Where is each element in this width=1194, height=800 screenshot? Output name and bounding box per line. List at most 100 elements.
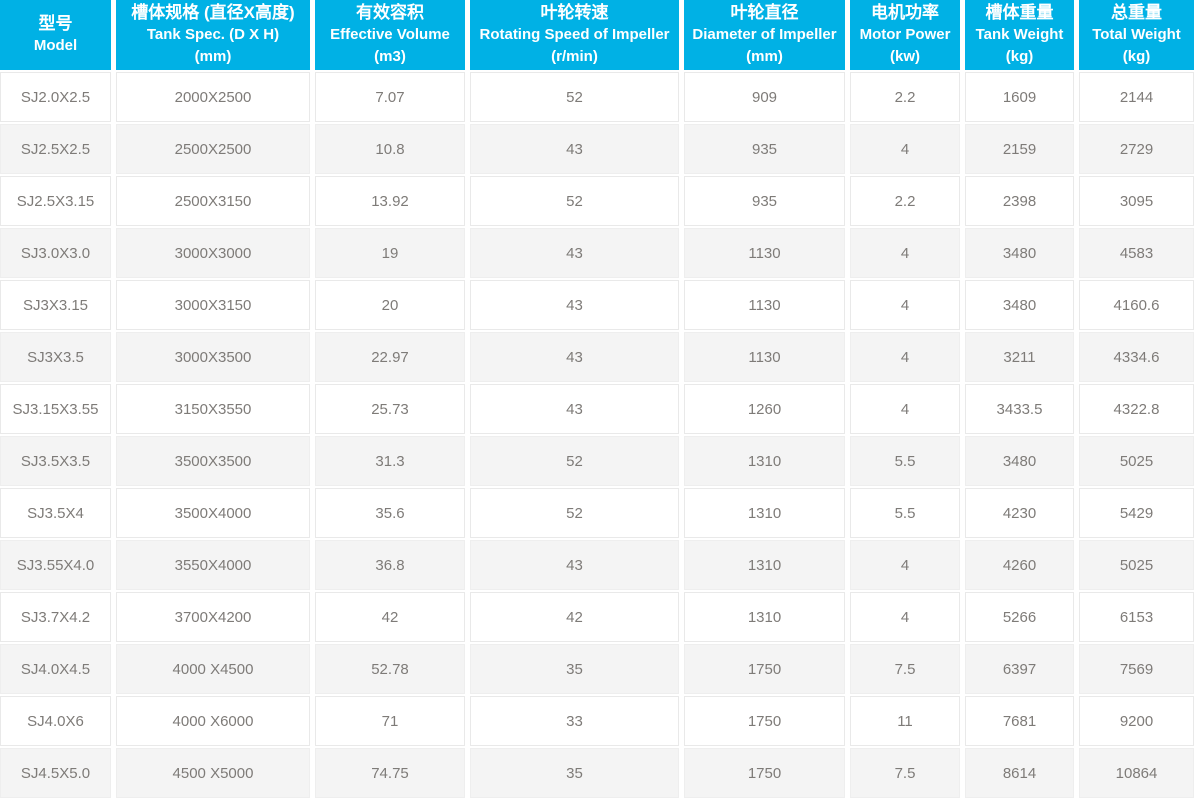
cell-rotating-speed: 43: [470, 228, 679, 278]
cell-impeller-diameter: 1750: [684, 696, 845, 746]
column-header-total-weight: 总重量 Total Weight (kg): [1079, 0, 1194, 70]
column-header-unit: (kg): [1005, 48, 1034, 65]
cell-rotating-speed: 42: [470, 592, 679, 642]
cell-total-weight: 9200: [1079, 696, 1194, 746]
cell-model: SJ2.5X3.15: [0, 176, 111, 226]
cell-total-weight: 4583: [1079, 228, 1194, 278]
column-header-zh: 总重量: [1111, 3, 1162, 22]
table-row: SJ2.0X2.5 2000X2500 7.07 52 909 2.2 1609 2144: [0, 72, 1194, 122]
cell-impeller-diameter: 1310: [684, 540, 845, 590]
cell-total-weight: 6153: [1079, 592, 1194, 642]
cell-effective-volume: 19: [315, 228, 465, 278]
cell-tank-weight: 3480: [965, 228, 1074, 278]
table-row: SJ3.7X4.2 3700X4200 42 42 1310 4 5266 6153: [0, 592, 1194, 642]
column-header-unit: (m3): [374, 48, 406, 65]
column-header-motor-power: 电机功率 Motor Power (kw): [850, 0, 960, 70]
cell-tank-spec: 3700X4200: [116, 592, 310, 642]
cell-impeller-diameter: 1310: [684, 488, 845, 538]
cell-tank-weight: 2159: [965, 124, 1074, 174]
table-row: SJ3X3.5 3000X3500 22.97 43 1130 4 3211 4334.6: [0, 332, 1194, 382]
cell-effective-volume: 36.8: [315, 540, 465, 590]
cell-impeller-diameter: 1130: [684, 280, 845, 330]
cell-total-weight: 4322.8: [1079, 384, 1194, 434]
cell-motor-power: 2.2: [850, 176, 960, 226]
table-row: SJ4.0X6 4000 X6000 71 33 1750 11 7681 9200: [0, 696, 1194, 746]
cell-motor-power: 4: [850, 592, 960, 642]
table-row: SJ2.5X2.5 2500X2500 10.8 43 935 4 2159 2729: [0, 124, 1194, 174]
column-header-tank-weight: 槽体重量 Tank Weight (kg): [965, 0, 1074, 70]
column-header-en: Motor Power: [859, 26, 951, 43]
cell-model: SJ3.7X4.2: [0, 592, 111, 642]
column-header-model: 型号 Model: [0, 0, 111, 70]
cell-model: SJ2.5X2.5: [0, 124, 111, 174]
cell-tank-weight: 3480: [965, 436, 1074, 486]
cell-motor-power: 5.5: [850, 488, 960, 538]
cell-tank-weight: 4230: [965, 488, 1074, 538]
cell-effective-volume: 74.75: [315, 748, 465, 798]
column-header-impeller-diameter: 叶轮直径 Diameter of Impeller (mm): [684, 0, 845, 70]
cell-impeller-diameter: 1310: [684, 436, 845, 486]
column-header-zh: 有效容积: [356, 3, 424, 22]
cell-motor-power: 4: [850, 540, 960, 590]
cell-total-weight: 5025: [1079, 540, 1194, 590]
cell-tank-spec: 3000X3150: [116, 280, 310, 330]
cell-impeller-diameter: 1750: [684, 748, 845, 798]
table-row: SJ2.5X3.15 2500X3150 13.92 52 935 2.2 2398 3095: [0, 176, 1194, 226]
table-row: SJ3.15X3.55 3150X3550 25.73 43 1260 4 3433.5 43…: [0, 384, 1194, 434]
cell-effective-volume: 71: [315, 696, 465, 746]
column-header-en: Effective Volume: [330, 26, 450, 43]
cell-model: SJ3.5X4: [0, 488, 111, 538]
cell-tank-weight: 2398: [965, 176, 1074, 226]
column-header-en: Tank Spec. (D X H): [146, 26, 280, 43]
column-header-unit: (mm): [746, 48, 783, 65]
table-row: SJ4.5X5.0 4500 X5000 74.75 35 1750 7.5 8614 108…: [0, 748, 1194, 798]
cell-rotating-speed: 52: [470, 72, 679, 122]
column-header-unit: (r/min): [551, 48, 598, 65]
cell-tank-spec: 3000X3000: [116, 228, 310, 278]
cell-effective-volume: 22.97: [315, 332, 465, 382]
cell-impeller-diameter: 1260: [684, 384, 845, 434]
cell-rotating-speed: 43: [470, 540, 679, 590]
cell-impeller-diameter: 1130: [684, 228, 845, 278]
table-body: SJ2.0X2.5 2000X2500 7.07 52 909 2.2 1609 2144 SJ…: [0, 72, 1194, 798]
column-header-zh: 叶轮转速: [540, 3, 609, 22]
cell-model: SJ3X3.5: [0, 332, 111, 382]
table-row: SJ3.0X3.0 3000X3000 19 43 1130 4 3480 4583: [0, 228, 1194, 278]
column-header-zh: 型号: [38, 14, 73, 33]
cell-effective-volume: 42: [315, 592, 465, 642]
column-header-effective-volume: 有效容积 Effective Volume (m3): [315, 0, 465, 70]
cell-rotating-speed: 52: [470, 436, 679, 486]
cell-tank-spec: 4000 X4500: [116, 644, 310, 694]
cell-model: SJ3.5X3.5: [0, 436, 111, 486]
cell-rotating-speed: 35: [470, 748, 679, 798]
column-header-en: Model: [33, 37, 78, 54]
column-header-zh: 电机功率: [871, 3, 939, 22]
cell-tank-weight: 3433.5: [965, 384, 1074, 434]
column-header-unit: (mm): [194, 48, 232, 65]
cell-tank-weight: 4260: [965, 540, 1074, 590]
table-row: SJ3X3.15 3000X3150 20 43 1130 4 3480 4160.6: [0, 280, 1194, 330]
column-header-tank-spec: 槽体规格 (直径X高度) Tank Spec. (D X H) (mm): [116, 0, 310, 70]
cell-model: SJ4.0X6: [0, 696, 111, 746]
cell-total-weight: 4334.6: [1079, 332, 1194, 382]
cell-motor-power: 4: [850, 280, 960, 330]
cell-total-weight: 4160.6: [1079, 280, 1194, 330]
cell-motor-power: 4: [850, 124, 960, 174]
cell-tank-spec: 3150X3550: [116, 384, 310, 434]
cell-effective-volume: 7.07: [315, 72, 465, 122]
cell-model: SJ2.0X2.5: [0, 72, 111, 122]
cell-total-weight: 5025: [1079, 436, 1194, 486]
cell-tank-weight: 3211: [965, 332, 1074, 382]
cell-tank-weight: 1609: [965, 72, 1074, 122]
cell-tank-spec: 2500X3150: [116, 176, 310, 226]
cell-model: SJ3.0X3.0: [0, 228, 111, 278]
table-row: SJ3.5X4 3500X4000 35.6 52 1310 5.5 4230 5429: [0, 488, 1194, 538]
cell-impeller-diameter: 1750: [684, 644, 845, 694]
cell-motor-power: 2.2: [850, 72, 960, 122]
column-header-en: Total Weight: [1092, 26, 1181, 43]
column-header-en: Diameter of Impeller: [692, 26, 837, 43]
cell-tank-spec: 2000X2500: [116, 72, 310, 122]
cell-effective-volume: 35.6: [315, 488, 465, 538]
cell-impeller-diameter: 909: [684, 72, 845, 122]
